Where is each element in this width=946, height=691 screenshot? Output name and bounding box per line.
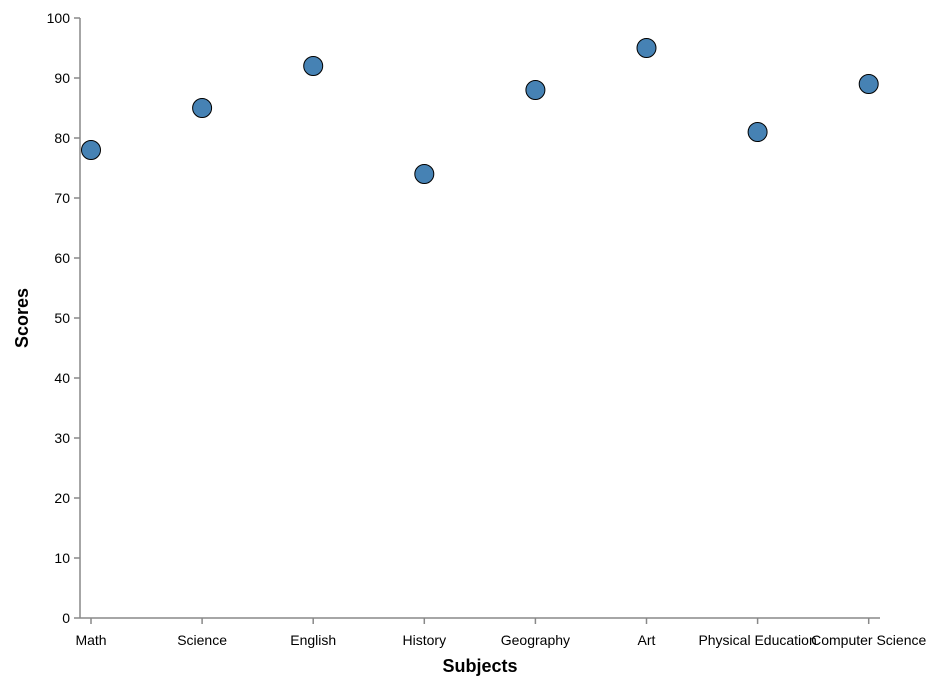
x-tick-label: Physical Education	[698, 632, 816, 648]
x-tick-label: Geography	[501, 632, 570, 648]
y-tick-label: 40	[54, 370, 70, 386]
data-points	[81, 38, 879, 184]
y-tick-label: 20	[54, 490, 70, 506]
data-point	[303, 56, 324, 76]
data-point	[192, 98, 213, 118]
x-tick-label: History	[403, 632, 447, 648]
x-tick-label: Math	[75, 632, 106, 648]
x-tick-label: Computer Science	[811, 632, 926, 648]
x-axis: Math Science English History Geography Art Phy…	[75, 617, 926, 648]
data-point	[747, 122, 768, 142]
y-tick-label: 0	[62, 610, 70, 626]
x-tick-label: English	[290, 632, 336, 648]
data-point	[81, 140, 101, 160]
data-point	[636, 38, 657, 58]
y-tick-label: 50	[54, 310, 70, 326]
x-tick-label: Art	[638, 632, 656, 648]
y-tick-label: 100	[47, 10, 71, 26]
data-point	[414, 164, 435, 184]
y-axis: 0 10 20 30 40 50 60 70 80 90 100	[47, 10, 81, 626]
data-point	[858, 74, 879, 94]
x-tick-label: Science	[177, 632, 227, 648]
y-tick-label: 60	[54, 250, 70, 266]
y-tick-label: 10	[54, 550, 70, 566]
y-axis-title: Scores	[12, 288, 32, 348]
y-tick-label: 30	[54, 430, 70, 446]
y-tick-label: 70	[54, 190, 70, 206]
data-point	[525, 80, 546, 100]
y-tick-label: 80	[54, 130, 70, 146]
x-axis-title: Subjects	[442, 656, 517, 676]
y-tick-label: 90	[54, 70, 70, 86]
